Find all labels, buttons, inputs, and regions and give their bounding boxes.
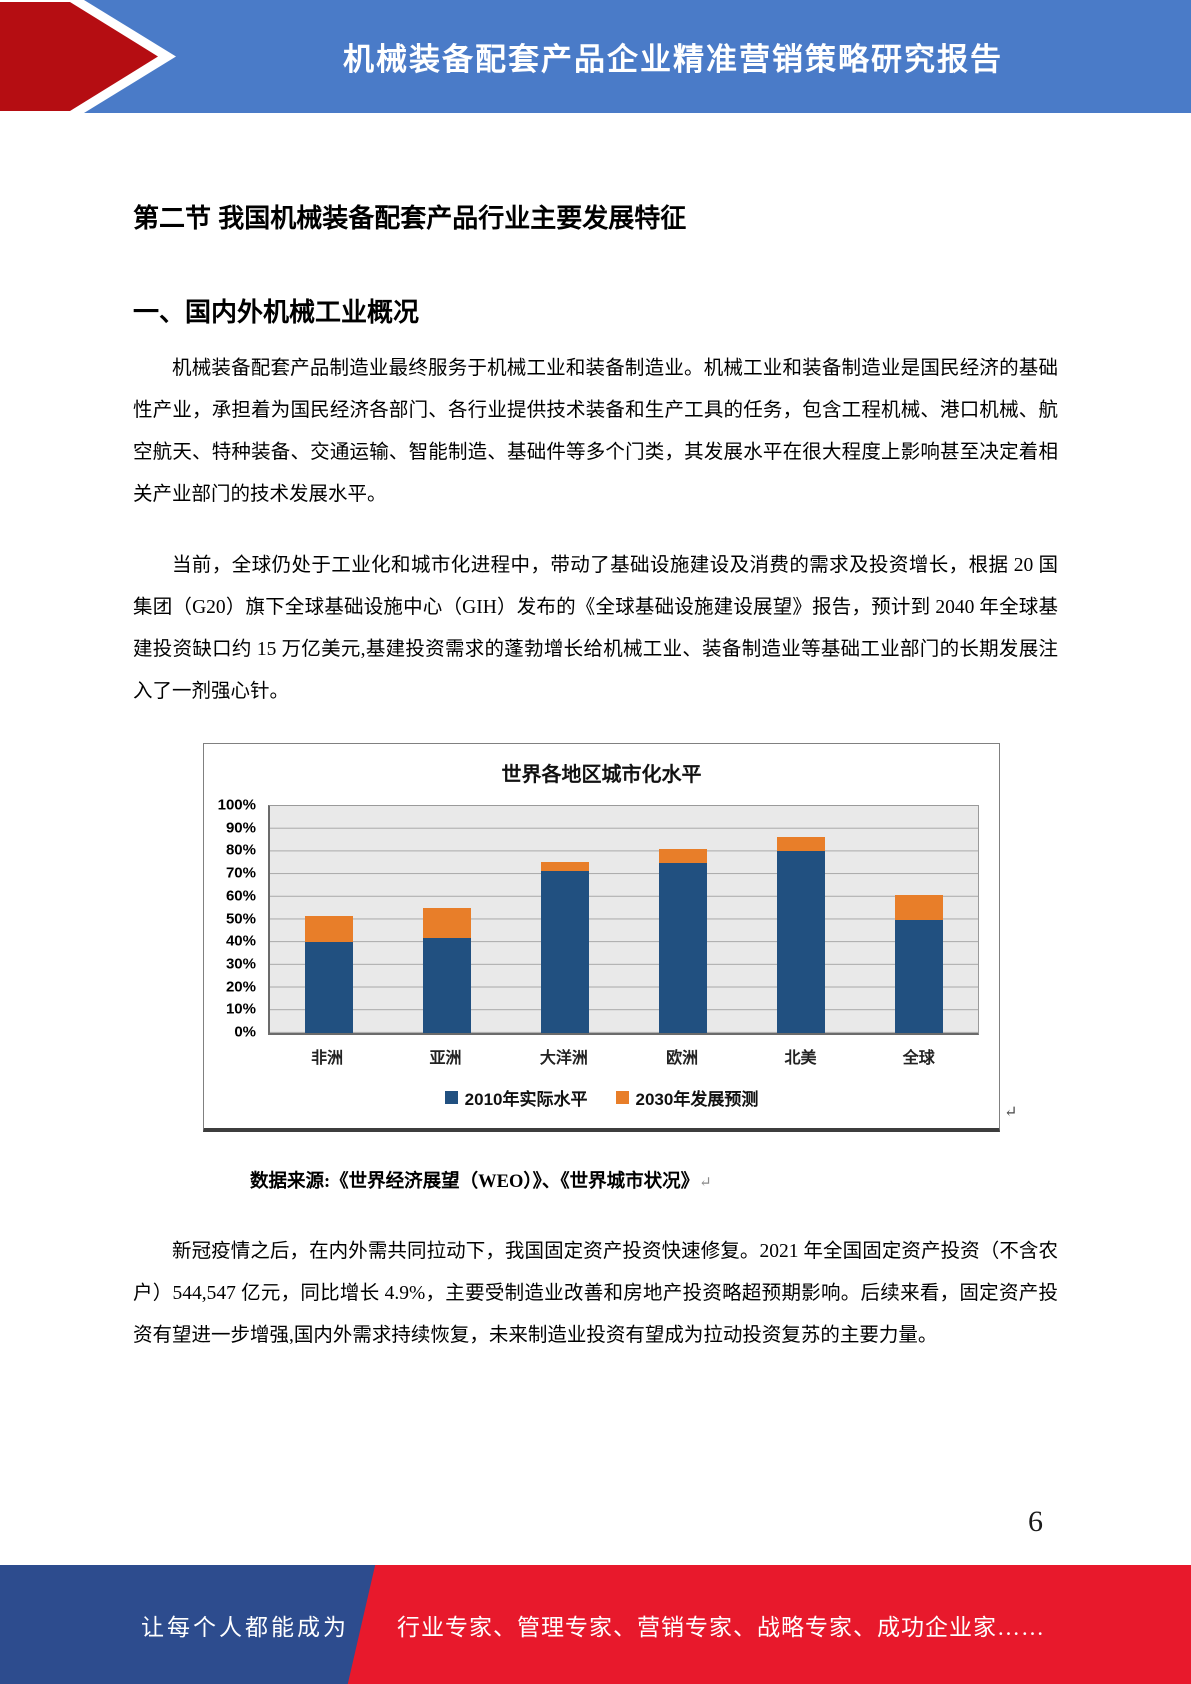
footer-red-section xyxy=(347,1565,1191,1684)
bar-group xyxy=(742,806,860,1033)
bar-2010-actual xyxy=(895,919,943,1033)
bar-2010-actual xyxy=(777,851,825,1033)
y-tick-label: 100% xyxy=(217,796,256,814)
chart-legend: 2010年实际水平 2030年发展预测 xyxy=(204,1085,999,1110)
legend-item: 2030年发展预测 xyxy=(615,1085,759,1110)
paragraph-3: 新冠疫情之后，在内外需共同拉动下，我国固定资产投资快速修复。2021 年全国固定… xyxy=(133,1241,1058,1346)
y-tick-label: 0% xyxy=(234,1023,256,1041)
y-tick-label: 30% xyxy=(225,955,256,973)
legend-item: 2010年实际水平 xyxy=(444,1085,588,1110)
bar-2030-forecast-segment xyxy=(895,894,943,920)
footer-slogan-right: 行业专家、管理专家、营销专家、战略专家、成功企业家…… xyxy=(397,1614,1045,1640)
legend-swatch-icon xyxy=(615,1091,629,1104)
y-tick-label: 10% xyxy=(225,1000,256,1018)
bar-2010-actual xyxy=(423,937,471,1033)
red-arrow-icon xyxy=(0,0,176,113)
y-tick-label: 40% xyxy=(225,932,256,950)
x-category-label: 亚洲 xyxy=(429,1050,462,1067)
bar-2030-forecast-segment xyxy=(305,916,353,943)
x-category-label: 北美 xyxy=(784,1050,817,1067)
subsection-title: 一、国内外机械工业概况 xyxy=(133,297,420,327)
y-tick-label: 60% xyxy=(225,887,256,905)
footer-slogan-left: 让每个人都能成为 xyxy=(141,1614,349,1640)
bar-2030-forecast-segment xyxy=(541,861,589,871)
bar-group xyxy=(506,806,624,1033)
bar-2030-forecast-segment xyxy=(777,836,825,852)
bar-group xyxy=(860,806,978,1033)
bar-2010-actual xyxy=(305,942,353,1033)
footer-band: 让每个人都能成为 行业专家、管理专家、营销专家、战略专家、成功企业家…… xyxy=(0,1565,1191,1684)
chart-y-axis: 100% 90% 80% 70% 60% 50% 40% 30% 20% 10% 0% xyxy=(204,797,264,1041)
y-tick-label: 50% xyxy=(225,910,256,927)
report-title: 机械装备配套产品企业精准营销策略研究报告 xyxy=(343,42,1003,77)
x-category-label: 非洲 xyxy=(311,1050,344,1067)
x-category-label: 全球 xyxy=(902,1050,935,1067)
bar-2030-forecast-segment xyxy=(423,908,471,938)
y-tick-label: 20% xyxy=(225,978,256,996)
bar-2030-forecast-segment xyxy=(659,849,707,863)
x-category-label: 欧洲 xyxy=(666,1050,699,1067)
legend-swatch-icon xyxy=(444,1091,458,1104)
chart-title: 世界各地区城市化水平 xyxy=(501,764,702,786)
chart-plot xyxy=(268,805,979,1035)
return-mark: ↵ xyxy=(699,1175,712,1191)
bar-2010-actual xyxy=(659,862,707,1033)
legend-label: 2030年发展预测 xyxy=(635,1090,759,1109)
page-number: 6 xyxy=(1028,1505,1043,1538)
bar-2010-actual xyxy=(541,870,589,1033)
y-tick-label: 90% xyxy=(225,819,256,837)
data-source-caption: 数据来源:《世界经济展望（WEO）》、《世界城市状况》↵ xyxy=(250,1167,712,1193)
paragraph-return-mark: ↵ xyxy=(1004,1104,1018,1121)
chart-x-axis: 非洲 亚洲 大洋洲 欧洲 北美 全球 xyxy=(268,1044,978,1068)
data-source-text: 数据来源:《世界经济展望（WEO）》、《世界城市状况》 xyxy=(250,1172,700,1192)
header-banner: 机械装备配套产品企业精准营销策略研究报告 xyxy=(0,0,1191,113)
bar-group xyxy=(270,806,388,1033)
paragraph-1: 机械装备配套产品制造业最终服务于机械工业和装备制造业。机械工业和装备制造业是国民… xyxy=(133,358,1058,505)
legend-label: 2010年实际水平 xyxy=(464,1090,588,1109)
y-tick-label: 80% xyxy=(225,841,256,859)
section-title: 第二节 我国机械装备配套产品行业主要发展特征 xyxy=(133,203,687,233)
paragraph-2: 当前，全球仍处于工业化和城市化进程中，带动了基础设施建设及消费的需求及投资增长，… xyxy=(133,555,1058,702)
y-tick-label: 70% xyxy=(225,864,256,882)
chart-figure: 世界各地区城市化水平 100% 90% 80% 70% 60% 50% 40% 30% 20% 1… xyxy=(203,743,1000,1132)
x-category-label: 大洋洲 xyxy=(539,1050,588,1067)
bar-group xyxy=(388,806,506,1033)
bar-group xyxy=(624,806,742,1033)
